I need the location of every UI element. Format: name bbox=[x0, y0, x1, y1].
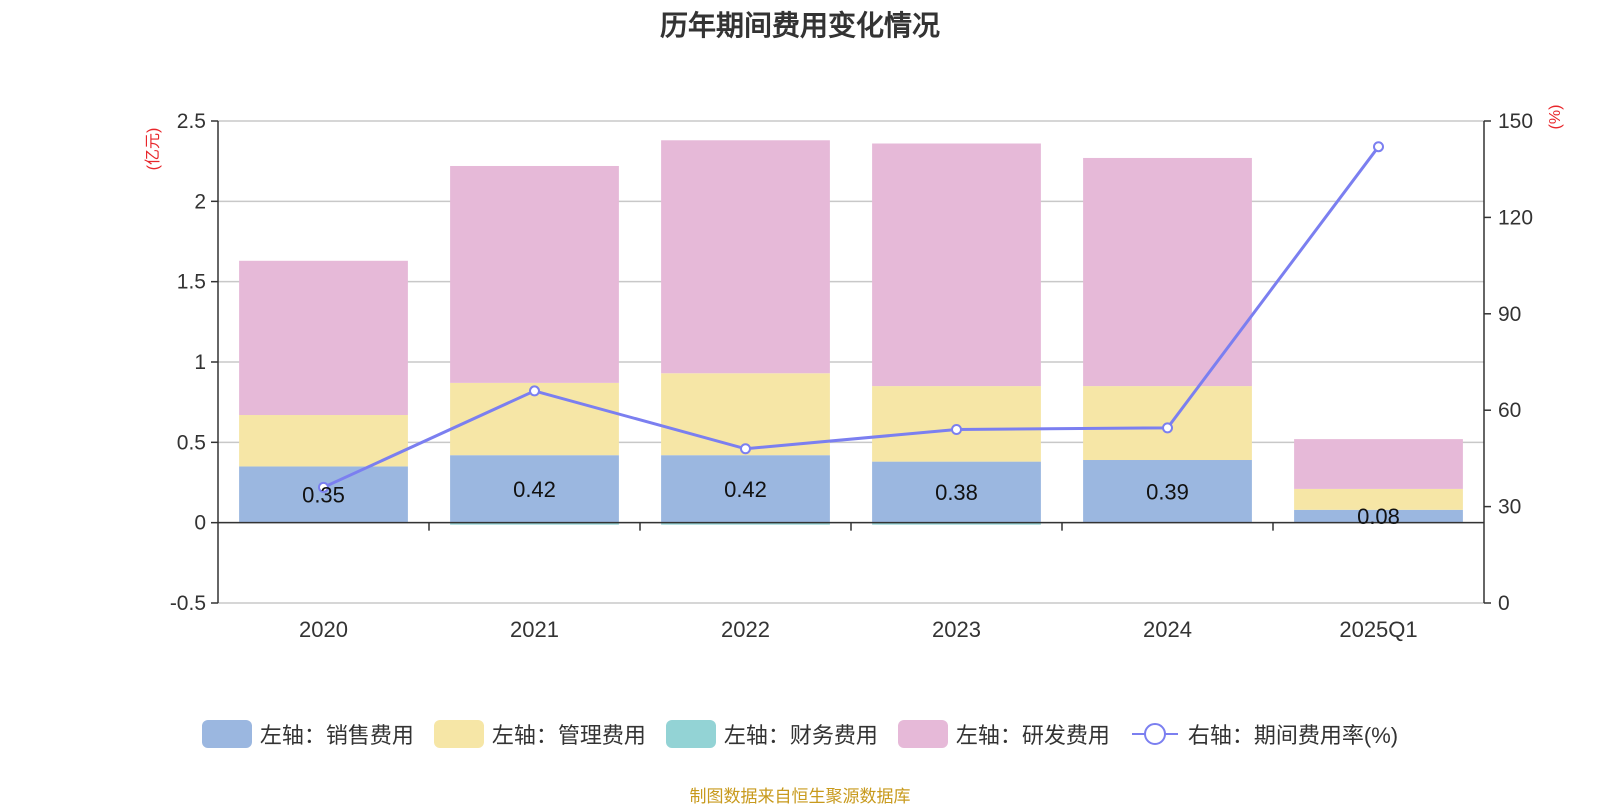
right-axis-tick-label: 90 bbox=[1498, 303, 1521, 326]
chart-title: 历年期间费用变化情况 bbox=[659, 10, 940, 41]
bar-左轴研发费用[interactable] bbox=[450, 165, 619, 383]
legend-label: 左轴：财务费用 bbox=[723, 723, 878, 748]
x-axis-category-label: 2025Q1 bbox=[1339, 617, 1417, 642]
left-axis-unit: (亿元) bbox=[144, 128, 162, 171]
legend-item[interactable]: 左轴：销售费用 bbox=[201, 718, 414, 750]
bar-左轴管理费用[interactable] bbox=[1294, 488, 1463, 510]
x-axis-category-label: 2023 bbox=[932, 617, 981, 642]
bar-左轴研发费用[interactable] bbox=[1083, 157, 1252, 387]
sales-data-label: 0.35 bbox=[302, 483, 345, 508]
right-axis-tick-label: 150 bbox=[1498, 110, 1533, 133]
bar-左轴研发费用[interactable] bbox=[872, 143, 1041, 387]
legend-label: 左轴：销售费用 bbox=[259, 723, 414, 748]
bar-左轴销售费用[interactable] bbox=[661, 455, 830, 523]
right-axis-tick-label: 30 bbox=[1498, 496, 1521, 519]
bars bbox=[239, 140, 1463, 525]
legend-swatch bbox=[433, 720, 484, 748]
x-axis-category-label: 2024 bbox=[1143, 617, 1192, 642]
bar-左轴管理费用[interactable] bbox=[661, 373, 830, 456]
source-note: 制图数据来自恒生聚源数据库 bbox=[689, 787, 911, 806]
rate-line-path bbox=[322, 145, 1380, 489]
right-axis-tick-label: 0 bbox=[1498, 592, 1510, 615]
bar-左轴财务费用[interactable] bbox=[661, 522, 830, 525]
bar-左轴财务费用[interactable] bbox=[450, 522, 619, 525]
sales-data-label: 0.39 bbox=[1146, 479, 1189, 504]
legend: 左轴：销售费用 左轴：管理费用 左轴：财务费用 左轴：研发费用 右轴：期间费用率(%) bbox=[0, 718, 1600, 750]
left-axis-tick-label: 0 bbox=[194, 512, 206, 535]
legend-label: 左轴：研发费用 bbox=[955, 723, 1110, 748]
right-axis-tick-label: 120 bbox=[1498, 206, 1533, 229]
bar-左轴管理费用[interactable] bbox=[872, 386, 1041, 462]
rate-line-point[interactable] bbox=[1162, 422, 1173, 434]
rate-line bbox=[318, 141, 1384, 493]
rate-line-point[interactable] bbox=[951, 423, 962, 435]
right-axis-unit: (%) bbox=[1547, 105, 1564, 130]
sales-data-label: 0.38 bbox=[935, 480, 978, 505]
bar-左轴销售费用[interactable] bbox=[1083, 460, 1252, 523]
sales-data-label: 0.42 bbox=[724, 477, 767, 502]
left-axis-tick-label: -0.5 bbox=[170, 592, 206, 615]
rate-line-point[interactable] bbox=[740, 443, 751, 455]
left-axis-tick-label: 2.5 bbox=[177, 110, 206, 133]
line-marker-icon bbox=[1131, 723, 1178, 745]
rate-line-point[interactable] bbox=[1373, 141, 1384, 153]
legend-swatch bbox=[201, 720, 252, 748]
bar-左轴研发费用[interactable] bbox=[1294, 439, 1463, 489]
legend-item[interactable]: 左轴：财务费用 bbox=[665, 718, 878, 750]
left-axis-tick-label: 1 bbox=[194, 351, 206, 374]
legend-item[interactable]: 左轴：管理费用 bbox=[433, 718, 646, 750]
left-axis-tick-label: 0.5 bbox=[177, 431, 206, 454]
bar-左轴销售费用[interactable] bbox=[450, 455, 619, 523]
left-axis-tick-label: 2 bbox=[194, 190, 206, 213]
bar-左轴研发费用[interactable] bbox=[239, 260, 408, 416]
bar-左轴财务费用[interactable] bbox=[872, 522, 1041, 525]
left-axis-tick-label: 1.5 bbox=[177, 271, 206, 294]
sales-data-label: 0.42 bbox=[513, 477, 556, 502]
bar-左轴研发费用[interactable] bbox=[661, 140, 830, 374]
rate-line-point[interactable] bbox=[318, 481, 329, 493]
legend-swatch bbox=[897, 720, 948, 748]
legend-item[interactable]: 右轴：期间费用率(%) bbox=[1130, 718, 1398, 750]
sales-data-label: 0.08 bbox=[1357, 504, 1400, 529]
legend-label: 右轴：期间费用率(%) bbox=[1187, 723, 1399, 748]
legend-item[interactable]: 左轴：研发费用 bbox=[897, 718, 1110, 750]
rate-line-point[interactable] bbox=[529, 385, 540, 397]
bar-左轴销售费用[interactable] bbox=[1294, 509, 1463, 523]
bar-左轴销售费用[interactable] bbox=[872, 461, 1041, 523]
bar-左轴销售费用[interactable] bbox=[239, 466, 408, 523]
axes: -0.5 0 0.5 1 1.5 2 2.5 0 30 60 90 120 150 (亿元) (%) 2020… bbox=[144, 105, 1564, 642]
x-axis-category-label: 2021 bbox=[510, 617, 559, 642]
legend-line-circle bbox=[1143, 723, 1166, 745]
right-axis-tick-label: 60 bbox=[1498, 399, 1521, 422]
data-labels: 0.35 0.42 0.42 0.38 0.39 0.08 bbox=[302, 477, 1400, 529]
x-axis-category-label: 2022 bbox=[721, 617, 770, 642]
legend-swatch bbox=[665, 720, 716, 748]
legend-label: 左轴：管理费用 bbox=[491, 723, 646, 748]
bar-左轴管理费用[interactable] bbox=[239, 415, 408, 467]
x-axis-category-label: 2020 bbox=[299, 617, 348, 642]
